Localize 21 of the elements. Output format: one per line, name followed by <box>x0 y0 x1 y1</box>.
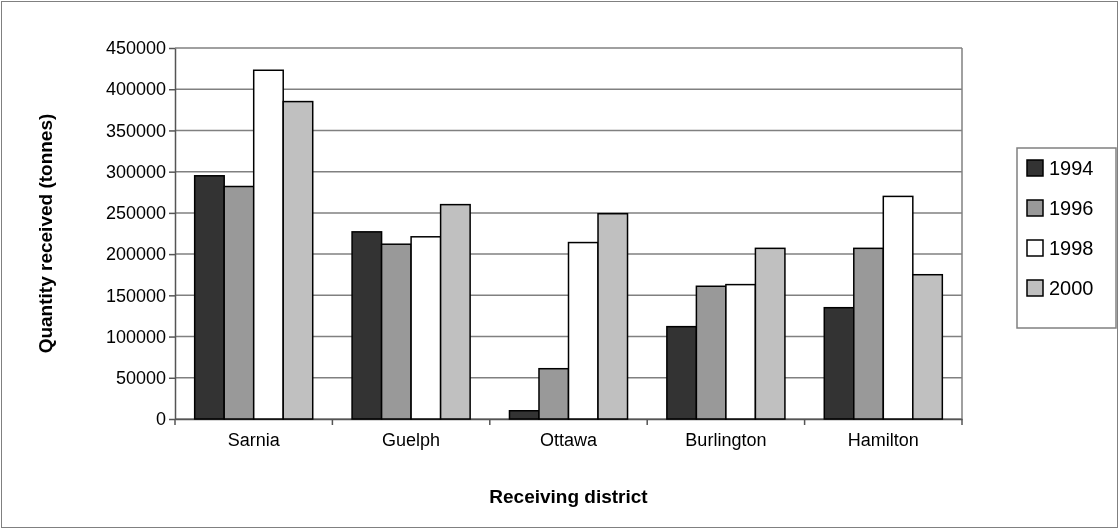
y-axis-title: Quantity received (tonnes) <box>35 113 56 354</box>
legend-label: 2000 <box>1049 277 1094 299</box>
x-tick-label: Hamilton <box>847 429 919 450</box>
legend-label: 1994 <box>1049 157 1094 179</box>
x-tick-label: Burlington <box>685 429 767 450</box>
y-tick-label: 250000 <box>105 203 166 224</box>
y-tick-label: 300000 <box>105 161 166 182</box>
y-tick-label: 400000 <box>105 79 166 100</box>
x-tick-label: Sarnia <box>227 429 281 450</box>
x-axis-title: Receiving district <box>489 486 649 507</box>
y-tick-label: 150000 <box>105 285 166 306</box>
y-tick-label: 450000 <box>105 38 166 59</box>
x-tick-label: Ottawa <box>539 429 598 450</box>
y-tick-label: 50000 <box>115 368 166 389</box>
y-tick-label: 200000 <box>105 244 166 265</box>
y-tick-label: 350000 <box>105 120 166 141</box>
x-tick-label: Guelph <box>382 429 441 450</box>
y-tick-label: 100000 <box>105 326 166 347</box>
y-tick-label: 0 <box>155 409 166 430</box>
legend-label: 1996 <box>1049 197 1094 219</box>
legend-label: 1998 <box>1049 237 1094 259</box>
